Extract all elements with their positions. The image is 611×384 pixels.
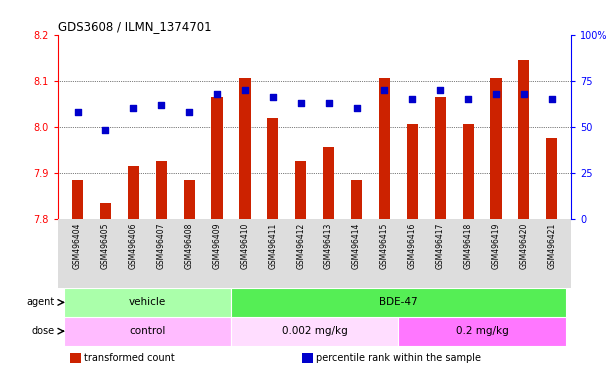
Point — [185, 109, 194, 115]
Point — [519, 91, 529, 97]
Bar — [398, 317, 566, 346]
Bar — [295, 161, 306, 219]
Text: agent: agent — [27, 297, 55, 308]
Point — [128, 105, 138, 111]
Text: transformed count: transformed count — [84, 353, 175, 363]
Bar — [72, 180, 83, 219]
Bar — [463, 124, 474, 219]
Point — [268, 94, 278, 100]
Text: GSM496415: GSM496415 — [380, 222, 389, 269]
Text: GSM496405: GSM496405 — [101, 222, 110, 269]
Point — [547, 96, 557, 102]
Bar — [240, 78, 251, 219]
Bar — [231, 288, 566, 317]
Text: vehicle: vehicle — [129, 297, 166, 308]
Text: GSM496420: GSM496420 — [519, 222, 529, 269]
Point — [156, 101, 166, 108]
Bar — [64, 317, 231, 346]
Bar — [231, 317, 398, 346]
Bar — [546, 138, 557, 219]
Bar — [491, 78, 502, 219]
Bar — [211, 97, 222, 219]
Bar — [156, 161, 167, 219]
Point — [240, 87, 250, 93]
Point — [379, 87, 389, 93]
Text: GSM496421: GSM496421 — [547, 222, 556, 268]
Point — [463, 96, 473, 102]
Bar — [128, 166, 139, 219]
Text: GDS3608 / ILMN_1374701: GDS3608 / ILMN_1374701 — [58, 20, 211, 33]
Text: GSM496419: GSM496419 — [491, 222, 500, 269]
Point — [491, 91, 501, 97]
Text: GSM496418: GSM496418 — [464, 222, 472, 268]
Point — [296, 100, 306, 106]
Text: GSM496412: GSM496412 — [296, 222, 306, 268]
Text: percentile rank within the sample: percentile rank within the sample — [316, 353, 481, 363]
Text: control: control — [129, 326, 166, 336]
Point — [212, 91, 222, 97]
Bar — [267, 118, 279, 219]
Text: 0.002 mg/kg: 0.002 mg/kg — [282, 326, 348, 336]
Text: GSM496409: GSM496409 — [213, 222, 222, 269]
Point — [408, 96, 417, 102]
Text: GSM496413: GSM496413 — [324, 222, 333, 269]
Text: dose: dose — [32, 326, 55, 336]
Text: GSM496404: GSM496404 — [73, 222, 82, 269]
Bar — [183, 180, 195, 219]
Point — [351, 105, 361, 111]
Point — [101, 127, 111, 134]
Bar — [351, 180, 362, 219]
Point — [73, 109, 82, 115]
Bar — [100, 203, 111, 219]
Text: GSM496411: GSM496411 — [268, 222, 277, 268]
Bar — [518, 60, 530, 219]
Point — [435, 87, 445, 93]
Bar — [64, 288, 231, 317]
Text: GSM496407: GSM496407 — [157, 222, 166, 269]
Bar — [434, 97, 446, 219]
Text: GSM496410: GSM496410 — [241, 222, 249, 269]
Bar — [379, 78, 390, 219]
Text: GSM496406: GSM496406 — [129, 222, 138, 269]
Text: GSM496417: GSM496417 — [436, 222, 445, 269]
Text: GSM496414: GSM496414 — [352, 222, 361, 269]
Text: 0.2 mg/kg: 0.2 mg/kg — [456, 326, 508, 336]
Text: BDE-47: BDE-47 — [379, 297, 418, 308]
Text: GSM496408: GSM496408 — [185, 222, 194, 269]
Bar — [323, 147, 334, 219]
Bar — [407, 124, 418, 219]
Point — [324, 100, 334, 106]
Text: GSM496416: GSM496416 — [408, 222, 417, 269]
